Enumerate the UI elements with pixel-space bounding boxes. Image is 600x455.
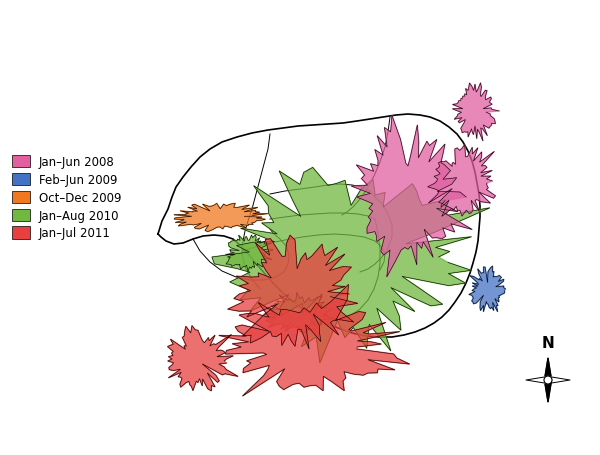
Polygon shape bbox=[212, 168, 490, 363]
Polygon shape bbox=[174, 204, 268, 232]
Polygon shape bbox=[263, 293, 338, 333]
Polygon shape bbox=[228, 236, 358, 349]
Polygon shape bbox=[469, 267, 506, 312]
Polygon shape bbox=[526, 377, 548, 384]
Polygon shape bbox=[226, 236, 272, 272]
Polygon shape bbox=[428, 145, 496, 217]
Text: N: N bbox=[542, 335, 554, 350]
Polygon shape bbox=[548, 377, 570, 384]
Polygon shape bbox=[452, 84, 499, 142]
Polygon shape bbox=[351, 116, 472, 277]
Legend: Jan–Jun 2008, Feb–Jun 2009, Oct–Dec 2009, Jan–Aug 2010, Jan–Jul 2011: Jan–Jun 2008, Feb–Jun 2009, Oct–Dec 2009… bbox=[12, 156, 122, 240]
Polygon shape bbox=[544, 358, 551, 380]
Polygon shape bbox=[219, 285, 410, 396]
Polygon shape bbox=[158, 115, 480, 337]
Polygon shape bbox=[167, 326, 238, 391]
Polygon shape bbox=[544, 380, 551, 402]
Circle shape bbox=[544, 376, 552, 384]
